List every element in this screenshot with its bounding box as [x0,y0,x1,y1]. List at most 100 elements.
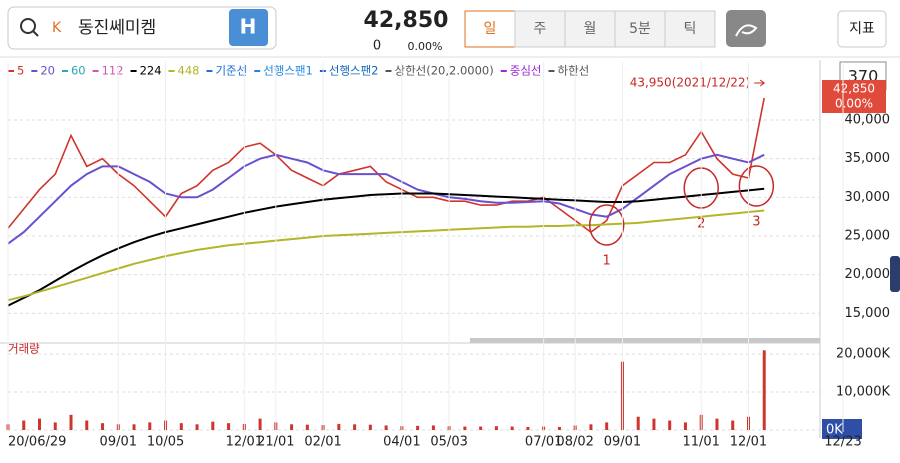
last-price: 42,850 [833,82,875,96]
series-line [7,209,765,302]
period-tab[interactable] [664,10,716,48]
legend-label: 선행스팬2 [329,64,379,78]
y-tick-label: 40,000 [845,113,891,128]
volume-bar [227,423,231,430]
last-price-tag [822,80,886,113]
y-tick-label: 10,000K [836,385,890,400]
legend-label: 448 [178,64,200,78]
price-change: 0 [373,39,381,54]
volume-bar [368,424,372,430]
legend-label: 하한선 [558,64,590,78]
volume-bar [463,426,467,430]
badge-box[interactable] [229,9,268,46]
volume-bar [337,423,341,430]
indicator-button-box[interactable] [837,10,887,48]
legend-label: 상한선(20,2.0000) [395,64,494,78]
y-zero-tag [822,419,862,439]
y-tick-label: 20,000K [836,347,890,362]
legend-label: 60 [71,64,86,78]
x-tick-label: 05/03 [430,435,467,450]
period-tab[interactable] [614,10,666,48]
volume-bar [305,424,309,430]
x-tick-label: 12/01 [226,435,263,450]
highlight-circle [738,165,775,207]
volume-bar [494,426,498,430]
x-tick-label: 11/01 [682,435,719,450]
search-box[interactable] [7,6,277,50]
period-tabs: 일 주 월 5분 틱 [464,10,716,48]
market-prefix: K [52,20,62,36]
volume-bar [132,424,136,430]
volume-bar [557,426,561,430]
volume-bar [762,350,766,430]
volume-bar [636,416,640,430]
side-handle[interactable] [890,256,900,292]
search-icon [20,18,36,34]
drawing-tool-button[interactable] [726,10,766,47]
y-tick-label: 20,000 [845,267,891,282]
volume-bar [258,418,262,430]
volume-bar [53,422,57,430]
period-tab[interactable] [514,10,566,48]
period-tab-label: 틱 [684,21,697,37]
x-tick-label: 12/23 [824,435,861,450]
period-tab-label: 일 [484,21,497,37]
drawing-tool-icon [735,24,758,37]
x-tick-label: 20/06/29 [8,435,66,450]
legend-label: 선행스팬1 [263,64,313,78]
legend-label: 5 [17,64,24,78]
x-tick-label: 09/01 [604,435,641,450]
legend-label: 중심선 [510,64,542,78]
x-tick-label: 21/01 [257,435,294,450]
x-tick-label: 08/02 [556,435,593,450]
volume-bar [101,423,105,430]
volume-bar [290,424,294,430]
volume-bar [683,422,687,430]
volume-bar [179,423,183,430]
volume-bar [526,426,530,430]
x-tick-label: 04/01 [383,435,420,450]
circle-number: 3 [752,215,760,230]
volume-bar [479,426,483,430]
period-tab-label: 5분 [629,21,651,37]
x-tick-label: 02/01 [304,435,341,450]
current-price: 42,850 [364,8,449,33]
last-price-pct: 0.00% [835,97,873,111]
volume-title: 거래량 [8,342,40,356]
circle-number: 1 [603,254,611,269]
legend-label: 112 [102,64,124,78]
volume-bar [510,426,514,430]
x-tick-label: 12/01 [730,435,767,450]
x-tick-label: 09/01 [100,435,137,450]
period-tab[interactable] [564,10,616,48]
volume-bar [211,421,215,430]
volume-bar [431,425,435,430]
volume-bar [605,422,609,430]
volume-bar [195,424,199,430]
volume-bar [69,414,73,430]
volume-bar [85,420,89,430]
period-tab-label: 주 [534,21,547,37]
volume-bar [668,420,672,430]
high-annotation: 43,950(2021/12/22) [630,76,751,90]
high-arrow [754,79,766,87]
plot-area: 15,000 20,000 25,000 30,000 35,000 40,000 5 20 6… [6,62,891,450]
volume-bar [715,418,719,430]
period-tab-label: 월 [584,21,597,37]
x-tick-label: 10/05 [147,435,184,450]
y-tick-label: 0K [826,423,843,438]
y-tick-label: 35,000 [845,151,891,166]
volume-bar [353,424,357,430]
badge: H [240,15,257,39]
volume-bar [384,425,388,430]
indicator-button: 지표 [849,21,875,37]
x-tick-label: 07/01 [525,435,562,450]
price-change-pct: 0.00% [408,40,443,53]
scrollbar[interactable] [470,338,820,343]
volume-bar [589,424,593,430]
series-line [7,97,765,234]
y-tick-label: 30,000 [845,190,891,205]
y-tick-label: 15,000 [845,306,891,321]
stock-name: 동진쎄미켐 [78,18,156,38]
